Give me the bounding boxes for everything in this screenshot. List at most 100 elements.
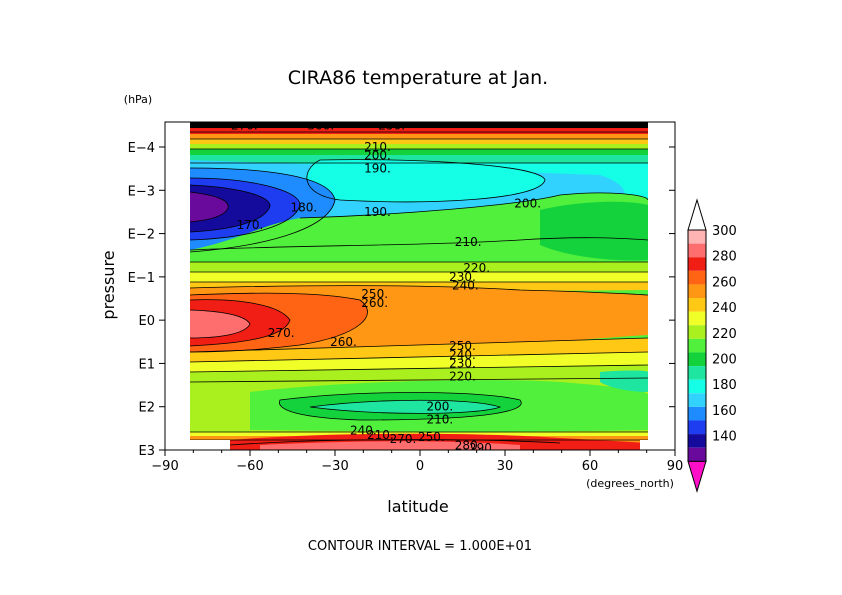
y-axis-title: pressure: [99, 250, 118, 319]
colorbar-label: 240: [712, 301, 737, 316]
contour-interval-note: CONTOUR INTERVAL = 1.000E+01: [308, 539, 532, 554]
y-tick-label: E3: [139, 444, 156, 459]
x-tick-label: −30: [321, 459, 348, 474]
band-pink: [190, 310, 250, 338]
contour-label: 220.: [449, 369, 476, 383]
y-axis-units: (hPa): [124, 93, 152, 106]
band-green-strat: [190, 192, 648, 262]
band-yellow-2: [190, 352, 648, 372]
contour-label: 290.: [469, 441, 496, 455]
contour-label: 260.: [361, 296, 388, 310]
colorbar-frame: [687, 229, 707, 462]
colorbar-swatch: [688, 230, 706, 244]
contour-label: 240.: [452, 279, 479, 293]
band-mesopause-warm: [190, 128, 648, 134]
y-tick-label: E−4: [128, 141, 155, 156]
band-gold-2: [190, 338, 648, 362]
contour-label: 250.: [418, 430, 445, 444]
colorbar-swatch: [688, 393, 706, 407]
missing-data-right-column: [648, 122, 675, 450]
contour-label: 250.: [361, 287, 388, 301]
contour-label: 210.: [367, 428, 394, 442]
y-tick-label: E−3: [128, 184, 155, 199]
colorbar-label: 160: [712, 404, 737, 419]
contour-label: 270.: [268, 326, 295, 340]
x-tick-label: 60: [582, 459, 599, 474]
contour-label: 210.: [426, 413, 453, 427]
colorbar-label: 280: [712, 250, 737, 265]
band-yellow-1: [190, 272, 648, 282]
colorbar-swatch: [688, 420, 706, 435]
colorbar-swatch: [688, 257, 706, 271]
contour-labels: 190.200.210.190.180.170.200.210.220.230.…: [231, 118, 541, 455]
band-green-dark-right: [540, 201, 648, 261]
band-top-yellow: [190, 139, 648, 144]
contour-label: 190.: [364, 205, 391, 219]
x-tick-label: −60: [236, 459, 263, 474]
band-top-teal: [190, 155, 648, 163]
missing-data-left-column: [165, 122, 190, 450]
colorbar-swatch: [688, 338, 706, 353]
band-tropopause-teal: [310, 400, 500, 414]
contour-label: 280.: [455, 439, 482, 453]
colorbar-swatch: [688, 366, 706, 380]
contour-label: 200.: [426, 400, 453, 414]
colorbar-swatch: [688, 379, 706, 394]
y-tick-label: E−1: [128, 271, 155, 286]
contour-label: 220.: [463, 261, 490, 275]
band-right-teal: [600, 370, 648, 392]
contour-label: 300.: [307, 118, 334, 132]
x-axis-ticks: −90 −60 −30 0 30 60 90: [151, 122, 683, 474]
colorbar-swatch: [688, 352, 706, 367]
contour-label: 250.: [449, 339, 476, 353]
colorbar-swatch: [688, 298, 706, 312]
colorbar-swatch: [688, 325, 706, 339]
x-axis-units: (degrees_north): [586, 477, 674, 490]
band-top-orange: [190, 134, 648, 139]
contour-label: 210.: [455, 235, 482, 249]
colorbar-swatch: [688, 270, 706, 285]
contour-label: 180.: [290, 201, 317, 215]
contour-label: 270.: [231, 118, 258, 132]
colorbar-label: 200: [712, 353, 737, 368]
contour-label: 200.: [514, 196, 541, 210]
y-tick-label: E0: [139, 314, 156, 329]
y-tick-label: E−2: [128, 228, 155, 243]
colorbar-label: 220: [712, 327, 737, 342]
colorbar-swatch: [688, 284, 706, 299]
colorbar-swatch: [688, 243, 706, 258]
chart-title: CIRA86 temperature at Jan.: [288, 67, 548, 89]
colorbar-swatch: [688, 311, 706, 326]
x-tick-label: 90: [667, 459, 684, 474]
x-tick-label: 30: [497, 459, 514, 474]
contour-label: 250.: [378, 118, 405, 132]
contour-label: 190.: [364, 162, 391, 176]
contour-label: 200.: [364, 149, 391, 163]
missing-data-left: [190, 440, 230, 450]
band-top-dense: [190, 122, 648, 128]
colorbar-top-arrow: [687, 198, 707, 231]
contour-label: 230.: [449, 356, 476, 370]
band-yellowgreen-2: [190, 365, 648, 382]
colorbar-label: 300: [712, 224, 737, 239]
colorbar-legend: 300 280 260 240 220 200 180 160 140: [687, 198, 737, 494]
x-axis-title: latitude: [387, 497, 448, 516]
missing-data-right: [640, 440, 648, 450]
contour-label: 240.: [449, 348, 476, 362]
contour-label: 170.: [237, 218, 264, 232]
colorbar-label: 260: [712, 275, 737, 290]
contour-label: 230.: [449, 270, 476, 284]
colorbar-swatch: [688, 434, 706, 448]
band-top-yellowgreen: [190, 144, 648, 149]
x-tick-label: −90: [151, 459, 178, 474]
contour-label: 210.: [364, 140, 391, 154]
band-cyan-core: [306, 159, 545, 202]
colorbar-bottom-arrow: [687, 460, 707, 494]
contour-label: 270.: [390, 432, 417, 446]
band-surface-pink: [260, 441, 520, 450]
contour-field: 190.200.210.190.180.170.200.210.220.230.…: [190, 118, 648, 455]
colorbar-swatch: [688, 447, 706, 462]
band-yellowgreen-1: [190, 262, 648, 272]
colorbar-swatch: [688, 406, 706, 421]
